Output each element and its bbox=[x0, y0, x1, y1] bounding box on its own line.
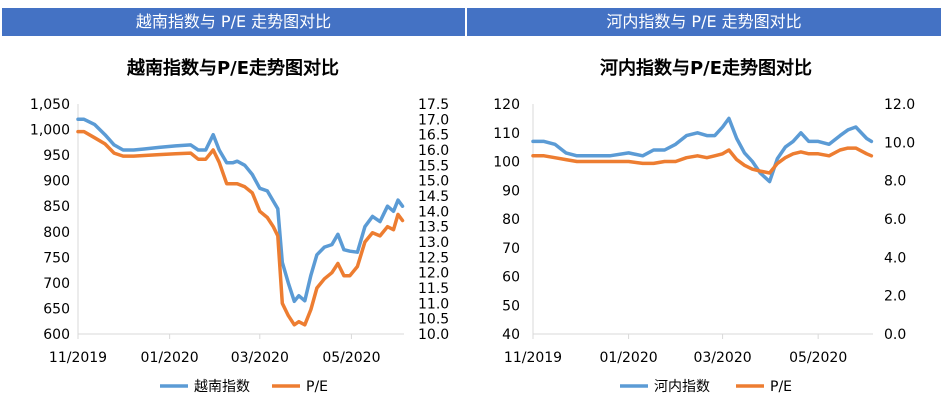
y-right-tick-label: 16.0 bbox=[418, 143, 449, 159]
y-left-tick-label: 80 bbox=[502, 212, 520, 228]
x-tick-label: 03/2020 bbox=[231, 350, 289, 366]
y-right-tick-label: 10.0 bbox=[884, 135, 915, 151]
pe-series-line bbox=[531, 146, 874, 175]
y-right-tick-label: 17.5 bbox=[418, 97, 449, 113]
y-right-tick-label: 6.0 bbox=[884, 212, 906, 228]
y-right-tick-label: 13.0 bbox=[418, 235, 449, 251]
y-left-tick-label: 100 bbox=[493, 155, 520, 171]
y-right-tick-label: 15.5 bbox=[418, 158, 449, 174]
y-left-tick-label: 90 bbox=[502, 183, 520, 199]
header-left: 越南指数与 P/E 走势图对比 bbox=[2, 8, 465, 36]
y-left-tick-label: 60 bbox=[502, 270, 520, 286]
y-right-tick-label: 2.0 bbox=[884, 289, 906, 305]
y-left-tick-label: 110 bbox=[493, 126, 520, 142]
y-right-tick-label: 13.5 bbox=[418, 220, 449, 236]
y-right-tick-label: 14.0 bbox=[418, 204, 449, 220]
pe-series-line bbox=[76, 129, 405, 327]
y-left-tick-label: 700 bbox=[43, 276, 70, 292]
index-series-line bbox=[531, 116, 874, 184]
x-tick-label: 01/2020 bbox=[141, 350, 199, 366]
y-right-tick-label: 11.0 bbox=[418, 296, 449, 312]
y-left-tick-label: 750 bbox=[43, 250, 70, 266]
chart-title: 河内指数与P/E走势图对比 bbox=[600, 57, 812, 79]
y-left-tick-label: 40 bbox=[502, 327, 520, 343]
chart-title: 越南指数与P/E走势图对比 bbox=[126, 57, 339, 79]
y-left-tick-label: 1,000 bbox=[30, 123, 70, 139]
legend-label: P/E bbox=[770, 379, 792, 395]
y-right-tick-label: 0.0 bbox=[884, 327, 906, 343]
y-left-tick-label: 950 bbox=[43, 148, 70, 164]
y-left-tick-label: 50 bbox=[502, 298, 520, 314]
y-right-tick-label: 15.0 bbox=[418, 174, 449, 190]
y-left-tick-label: 800 bbox=[43, 225, 70, 241]
y-left-tick-label: 1,050 bbox=[30, 97, 70, 113]
y-right-tick-label: 14.5 bbox=[418, 189, 449, 205]
y-right-tick-label: 10.5 bbox=[418, 312, 449, 328]
header-right: 河内指数与 P/E 走势图对比 bbox=[467, 8, 941, 36]
legend-label: P/E bbox=[306, 379, 328, 395]
x-tick-label: 05/2020 bbox=[789, 350, 847, 366]
x-tick-label: 05/2020 bbox=[322, 350, 380, 366]
y-left-tick-label: 650 bbox=[43, 301, 70, 317]
x-tick-label: 01/2020 bbox=[599, 350, 657, 366]
y-left-tick-label: 900 bbox=[43, 174, 70, 190]
x-tick-label: 03/2020 bbox=[693, 350, 751, 366]
y-right-tick-label: 12.5 bbox=[418, 250, 449, 266]
y-right-tick-label: 17.0 bbox=[418, 112, 449, 128]
x-tick-label: 11/2019 bbox=[49, 350, 107, 366]
y-right-tick-label: 12.0 bbox=[418, 266, 449, 282]
y-right-tick-label: 11.5 bbox=[418, 281, 449, 297]
y-left-tick-label: 600 bbox=[43, 327, 70, 343]
y-left-tick-label: 120 bbox=[493, 97, 520, 113]
y-left-tick-label: 850 bbox=[43, 199, 70, 215]
legend-label: 越南指数 bbox=[194, 379, 250, 395]
y-left-tick-label: 70 bbox=[502, 241, 520, 257]
y-right-tick-label: 10.0 bbox=[418, 327, 449, 343]
legend-label: 河内指数 bbox=[654, 379, 710, 395]
y-right-tick-label: 8.0 bbox=[884, 174, 906, 190]
x-tick-label: 11/2019 bbox=[504, 350, 562, 366]
y-right-tick-label: 12.0 bbox=[884, 97, 915, 113]
index-series-line bbox=[76, 117, 405, 304]
y-right-tick-label: 4.0 bbox=[884, 250, 906, 266]
y-right-tick-label: 16.5 bbox=[418, 128, 449, 144]
